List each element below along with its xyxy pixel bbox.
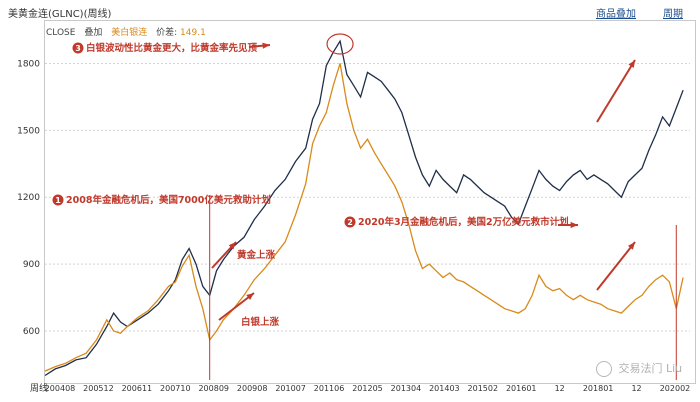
x-tick-label: 201403 [429,384,460,393]
x-tick-label: 200710 [160,384,191,393]
chart-panel [44,20,696,384]
annotation-2-bubble [344,216,356,228]
annotation-3-text: 白银波动性比黄金更大，比黄金率先见顶 [86,42,258,54]
x-tick-label: 200408 [45,384,76,393]
silver-rise-label: 白银上涨 [241,316,280,328]
peak-circle [326,33,354,55]
annotation-1-text: 2008年金融危机后，美国7000亿美元救助计划 [66,194,271,206]
gold-future-arrow [596,59,636,123]
close-label: CLOSE [46,28,76,38]
y-tick-label: 1200 [17,193,40,203]
top-bar: 美黄金连(GLNC)(周线) 商品叠加 周期 [0,0,700,20]
silver-future-arrow [596,241,636,291]
x-tick-label: 201106 [314,384,345,393]
series2-label: 美白银连 [111,28,148,38]
y-tick-label: 1500 [17,126,40,136]
x-axis-label: 周线 [30,382,48,394]
x-tick-label: 201502 [468,384,499,393]
x-tick-label: 200512 [83,384,114,393]
window-title: 美黄金连(GLNC)(周线) [8,9,112,20]
wechat-icon [596,361,612,377]
legend: CLOSE 叠加 美白银连 价差: 149.1 [46,25,206,38]
y-tick-label: 600 [23,327,40,337]
overlay-label: 叠加 [84,28,103,38]
annotation-2-arrow-head [570,221,578,229]
x-tick-label: 201205 [352,384,383,393]
silver-future-arrow-head [627,242,635,250]
watermark: 交易法门 Liu [596,360,682,377]
watermark-text: 交易法门 [618,362,663,375]
overlay-link[interactable]: 商品叠加 [596,9,636,20]
gold-rise-arrow-head [228,242,236,250]
gold-future-arrow-head [628,60,635,68]
annotation-3-num: 3 [75,44,81,53]
annotation-1-num: 1 [55,196,61,205]
annotation-3-bubble [72,42,84,54]
peak-pointer-arrow-head [262,42,270,49]
x-tick-label: 12 [555,384,565,393]
x-tick-label: 12 [631,384,641,393]
period-link[interactable]: 周期 [663,9,683,20]
x-tick-label: 202002 [660,384,691,393]
gold-series-line [44,39,684,377]
x-tick-label: 201601 [506,384,537,393]
silver-series-line [44,63,684,372]
x-tick-label: 200611 [122,384,153,393]
y-tick-label: 1800 [17,59,40,69]
silver-rise-arrow-head [246,293,254,300]
y-tick-label: 900 [23,260,40,270]
price-value: 149.1 [180,28,206,38]
price-label: 价差: [156,28,178,38]
watermark-side-text: Liu [666,362,683,375]
annotation-2-num: 2 [347,218,353,227]
x-tick-label: 200908 [237,384,268,393]
gold-rise-label: 黄金上涨 [237,249,276,261]
x-tick-label: 201007 [275,384,306,393]
x-tick-label: 201304 [391,384,422,393]
x-tick-label: 201801 [583,384,614,393]
annotation-1-bubble [52,194,64,206]
annotation-2-text: 2020年3月金融危机后，美国2万亿美元救市计划 [358,216,569,228]
x-tick-label: 200809 [198,384,229,393]
